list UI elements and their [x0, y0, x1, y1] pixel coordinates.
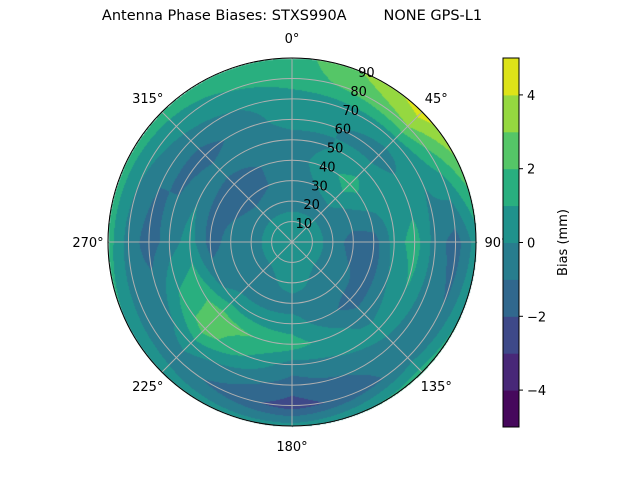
theta-gridline [161, 241, 293, 373]
colorbar-band [503, 316, 519, 354]
colorbar-tick-label: 2 [527, 163, 535, 178]
colorbar-tick-label: −2 [527, 310, 546, 325]
r-tick-label: 70 [342, 104, 359, 119]
colorbar-band [503, 390, 519, 428]
r-tick-label: 20 [303, 198, 320, 213]
r-tick-label: 40 [319, 160, 336, 175]
theta-tick-label: 135° [421, 380, 452, 395]
polar-frame [107, 57, 477, 427]
theta-tick-label: 225° [132, 380, 163, 395]
colorbar-band [503, 168, 519, 207]
r-tick-label: 60 [335, 123, 352, 138]
colorbar-band [503, 94, 519, 133]
colorbar-tick-label: −4 [527, 384, 546, 399]
colorbar-tick-label: 0 [527, 237, 535, 252]
theta-tick-label: 0° [285, 32, 300, 47]
theta-tick-label: 90° [484, 236, 507, 251]
theta-tick-label: 270° [72, 236, 103, 251]
theta-gridline [291, 111, 423, 243]
colorbar-tick-label: 4 [527, 89, 535, 104]
theta-gridline [161, 111, 293, 243]
r-tick-label: 90 [358, 66, 375, 81]
r-tick-label: 10 [296, 217, 313, 232]
theta-tick-label: 45° [425, 92, 448, 107]
theta-tick-label: 180° [276, 440, 307, 455]
r-tick-label: 50 [327, 142, 344, 157]
colorbar-band [503, 131, 519, 170]
colorbar-band [503, 279, 519, 317]
colorbar-band [503, 205, 519, 243]
colorbar-label: Bias (mm) [556, 209, 571, 276]
colorbar-band [503, 58, 519, 96]
colorbar-band [503, 353, 519, 391]
r-tick-label: 80 [350, 85, 367, 100]
r-tick-label: 30 [311, 179, 328, 194]
colorbar-band [503, 242, 519, 280]
theta-tick-label: 315° [132, 92, 163, 107]
chart-title: Antenna Phase Biases: STXS990A NONE GPS-… [101, 8, 483, 24]
theta-gridline [291, 241, 423, 373]
